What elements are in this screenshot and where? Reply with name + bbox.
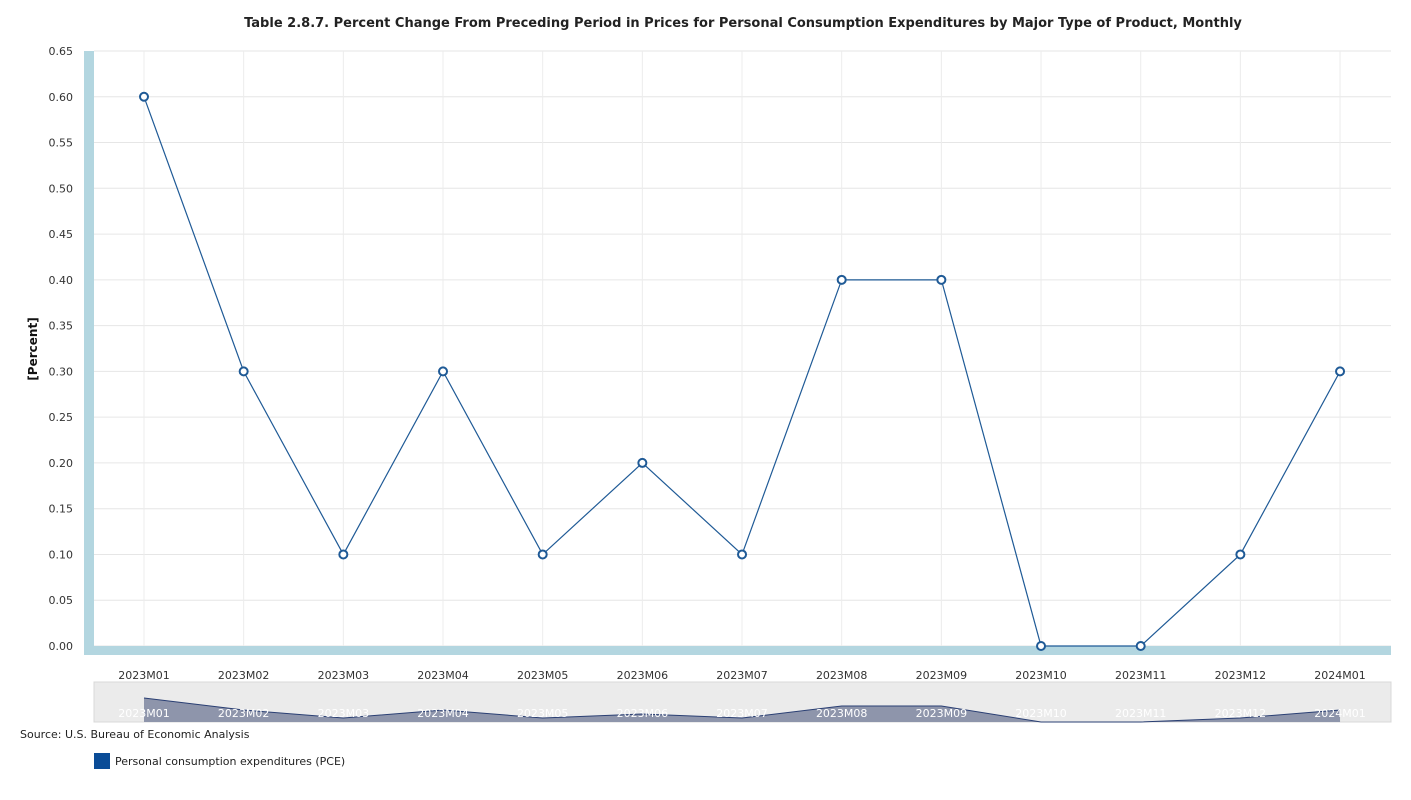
x-tick-label: 2023M09 [916, 669, 967, 682]
y-tick-label: 0.15 [49, 503, 74, 516]
y-tick-label: 0.40 [49, 274, 74, 287]
data-point[interactable] [936, 274, 947, 285]
data-point[interactable] [438, 366, 449, 377]
y-tick-label: 0.20 [49, 457, 74, 470]
x-tick-label: 2023M06 [617, 669, 668, 682]
x-tick-label: 2023M08 [816, 669, 867, 682]
gridlines [94, 50, 1391, 647]
y-tick-label: 0.55 [49, 137, 74, 150]
navigator-tick-label: 2023M05 [517, 707, 568, 720]
data-point[interactable] [1135, 641, 1146, 651]
navigator-tick-label: 2023M09 [916, 707, 967, 720]
x-axis-ticks: 2023M01 2023M02 2023M03 2023M04 2023M05 2023M… [118, 669, 1366, 682]
navigator-series: 2023M01 2023M02 2023M03 2023M04 2023M05 2023M… [118, 697, 1366, 723]
navigator-line [143, 697, 1341, 723]
data-point[interactable] [537, 549, 548, 560]
y-tick-label: 0.60 [49, 91, 74, 104]
x-tick-label: 2024M01 [1314, 669, 1365, 682]
navigator-tick-label: 2023M10 [1015, 707, 1066, 720]
y-tick-label: 0.50 [49, 182, 74, 195]
navigator-tick-label: 2023M02 [218, 707, 269, 720]
x-tick-label: 2023M11 [1115, 669, 1166, 682]
x-tick-label: 2023M05 [517, 669, 568, 682]
y-tick-label: 0.30 [49, 365, 74, 378]
x-tick-label: 2023M12 [1215, 669, 1266, 682]
navigator-tick-label: 2023M08 [816, 707, 867, 720]
navigator-area [144, 698, 1341, 722]
navigator[interactable]: 2023M01 2023M02 2023M03 2023M04 2023M05 2023M… [93, 681, 1392, 723]
navigator-tick-label: 2023M03 [318, 707, 369, 720]
y-tick-label: 0.65 [49, 45, 74, 58]
y-axis-ticks: 0.00 0.05 0.10 0.15 0.20 0.25 0.30 0.35 0.40 0.45… [49, 45, 74, 653]
data-point[interactable] [737, 549, 748, 560]
navigator-tick-label: 2023M11 [1115, 707, 1166, 720]
navigator-tick-label: 2023M06 [617, 707, 668, 720]
x-tick-label: 2023M02 [218, 669, 269, 682]
source-note: Source: U.S. Bureau of Economic Analysis [20, 728, 250, 741]
data-point[interactable] [1335, 366, 1346, 377]
series-layer [139, 91, 1346, 651]
legend[interactable]: Personal consumption expenditures (PCE) [94, 753, 345, 769]
navigator-tick-label: 2023M07 [716, 707, 767, 720]
y-tick-label: 0.25 [49, 411, 74, 424]
y-tick-label: 0.00 [49, 640, 74, 653]
y-tick-label: 0.35 [49, 320, 74, 333]
data-point[interactable] [338, 549, 349, 560]
x-tick-label: 2023M07 [716, 669, 767, 682]
x-tick-label: 2023M01 [118, 669, 169, 682]
x-tick-label: 2023M04 [417, 669, 468, 682]
y-tick-label: 0.10 [49, 548, 74, 561]
navigator-tick-label: 2023M12 [1215, 707, 1266, 720]
x-tick-label: 2023M03 [318, 669, 369, 682]
data-point[interactable] [1036, 641, 1047, 651]
navigator-tick-label: 2024M01 [1314, 707, 1365, 720]
y-axis-label: [Percent] [26, 317, 40, 380]
navigator-tick-label: 2023M01 [118, 707, 169, 720]
data-point[interactable] [139, 91, 149, 102]
navigator-tick-label: 2023M04 [417, 707, 468, 720]
data-point[interactable] [836, 274, 847, 285]
legend-swatch [94, 753, 110, 769]
data-point[interactable] [637, 457, 648, 468]
x-tick-label: 2023M10 [1015, 669, 1066, 682]
data-point[interactable] [1235, 549, 1246, 560]
chart: Table 2.8.7. Percent Change From Precedi… [26, 16, 1392, 723]
x-axis-bar [94, 646, 1391, 655]
data-point[interactable] [238, 366, 249, 377]
chart-title: Table 2.8.7. Percent Change From Precedi… [244, 16, 1242, 31]
legend-label: Personal consumption expenditures (PCE) [115, 754, 346, 768]
y-tick-label: 0.45 [49, 228, 74, 241]
y-tick-label: 0.05 [49, 594, 74, 607]
y-axis-bar [84, 51, 94, 655]
